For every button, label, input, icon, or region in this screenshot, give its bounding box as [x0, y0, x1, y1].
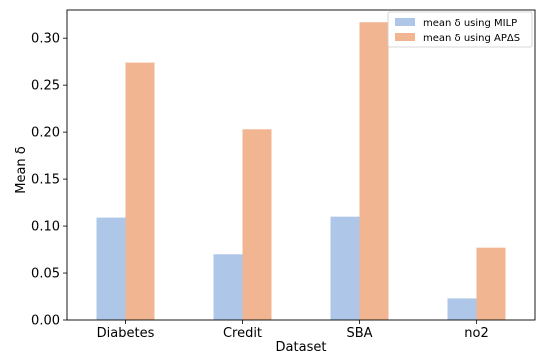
bars-group: [96, 22, 506, 321]
bar-sba-series-1: [330, 216, 360, 320]
legend-swatch-milp: [395, 18, 415, 26]
bar-credit-series-1: [213, 254, 243, 320]
plot-area-frame: [66, 9, 536, 321]
legend-swatch-apds: [395, 33, 415, 41]
legend: mean δ using MILP mean δ using APΔS: [387, 11, 533, 48]
bar-sba-series-2: [359, 22, 389, 321]
x-tick-label: no2: [464, 326, 488, 341]
legend-box: [387, 11, 533, 48]
x-tick-label: Credit: [223, 326, 262, 341]
y-tick-label: 0.05: [31, 267, 60, 282]
legend-label-milp: mean δ using MILP: [423, 18, 517, 29]
bar-credit-series-2: [242, 129, 272, 320]
x-tick-label: SBA: [346, 326, 372, 341]
y-tick-label: 0.25: [31, 79, 60, 94]
y-tick-label: 0.10: [31, 220, 60, 235]
y-tick-label: 0.30: [31, 32, 60, 47]
x-axis-ticks: Diabetes Credit SBA no2: [97, 320, 489, 341]
bar-diabetes-series-2: [125, 62, 155, 321]
x-tick-label: Diabetes: [97, 326, 155, 341]
y-tick-label: 0.20: [31, 126, 60, 141]
bar-no2-series-2: [476, 247, 506, 320]
y-axis-ticks: 0.00 0.05 0.10 0.15 0.20 0.25 0.30: [31, 32, 67, 329]
bar-no2-series-1: [447, 298, 477, 320]
y-axis-title: Mean δ: [14, 146, 29, 194]
legend-label-apds: mean δ using APΔS: [423, 33, 520, 44]
x-axis-title: Dataset: [276, 340, 327, 354]
y-tick-label: 0.00: [31, 314, 60, 329]
y-tick-label: 0.15: [31, 173, 60, 188]
bar-diabetes-series-1: [96, 217, 126, 320]
